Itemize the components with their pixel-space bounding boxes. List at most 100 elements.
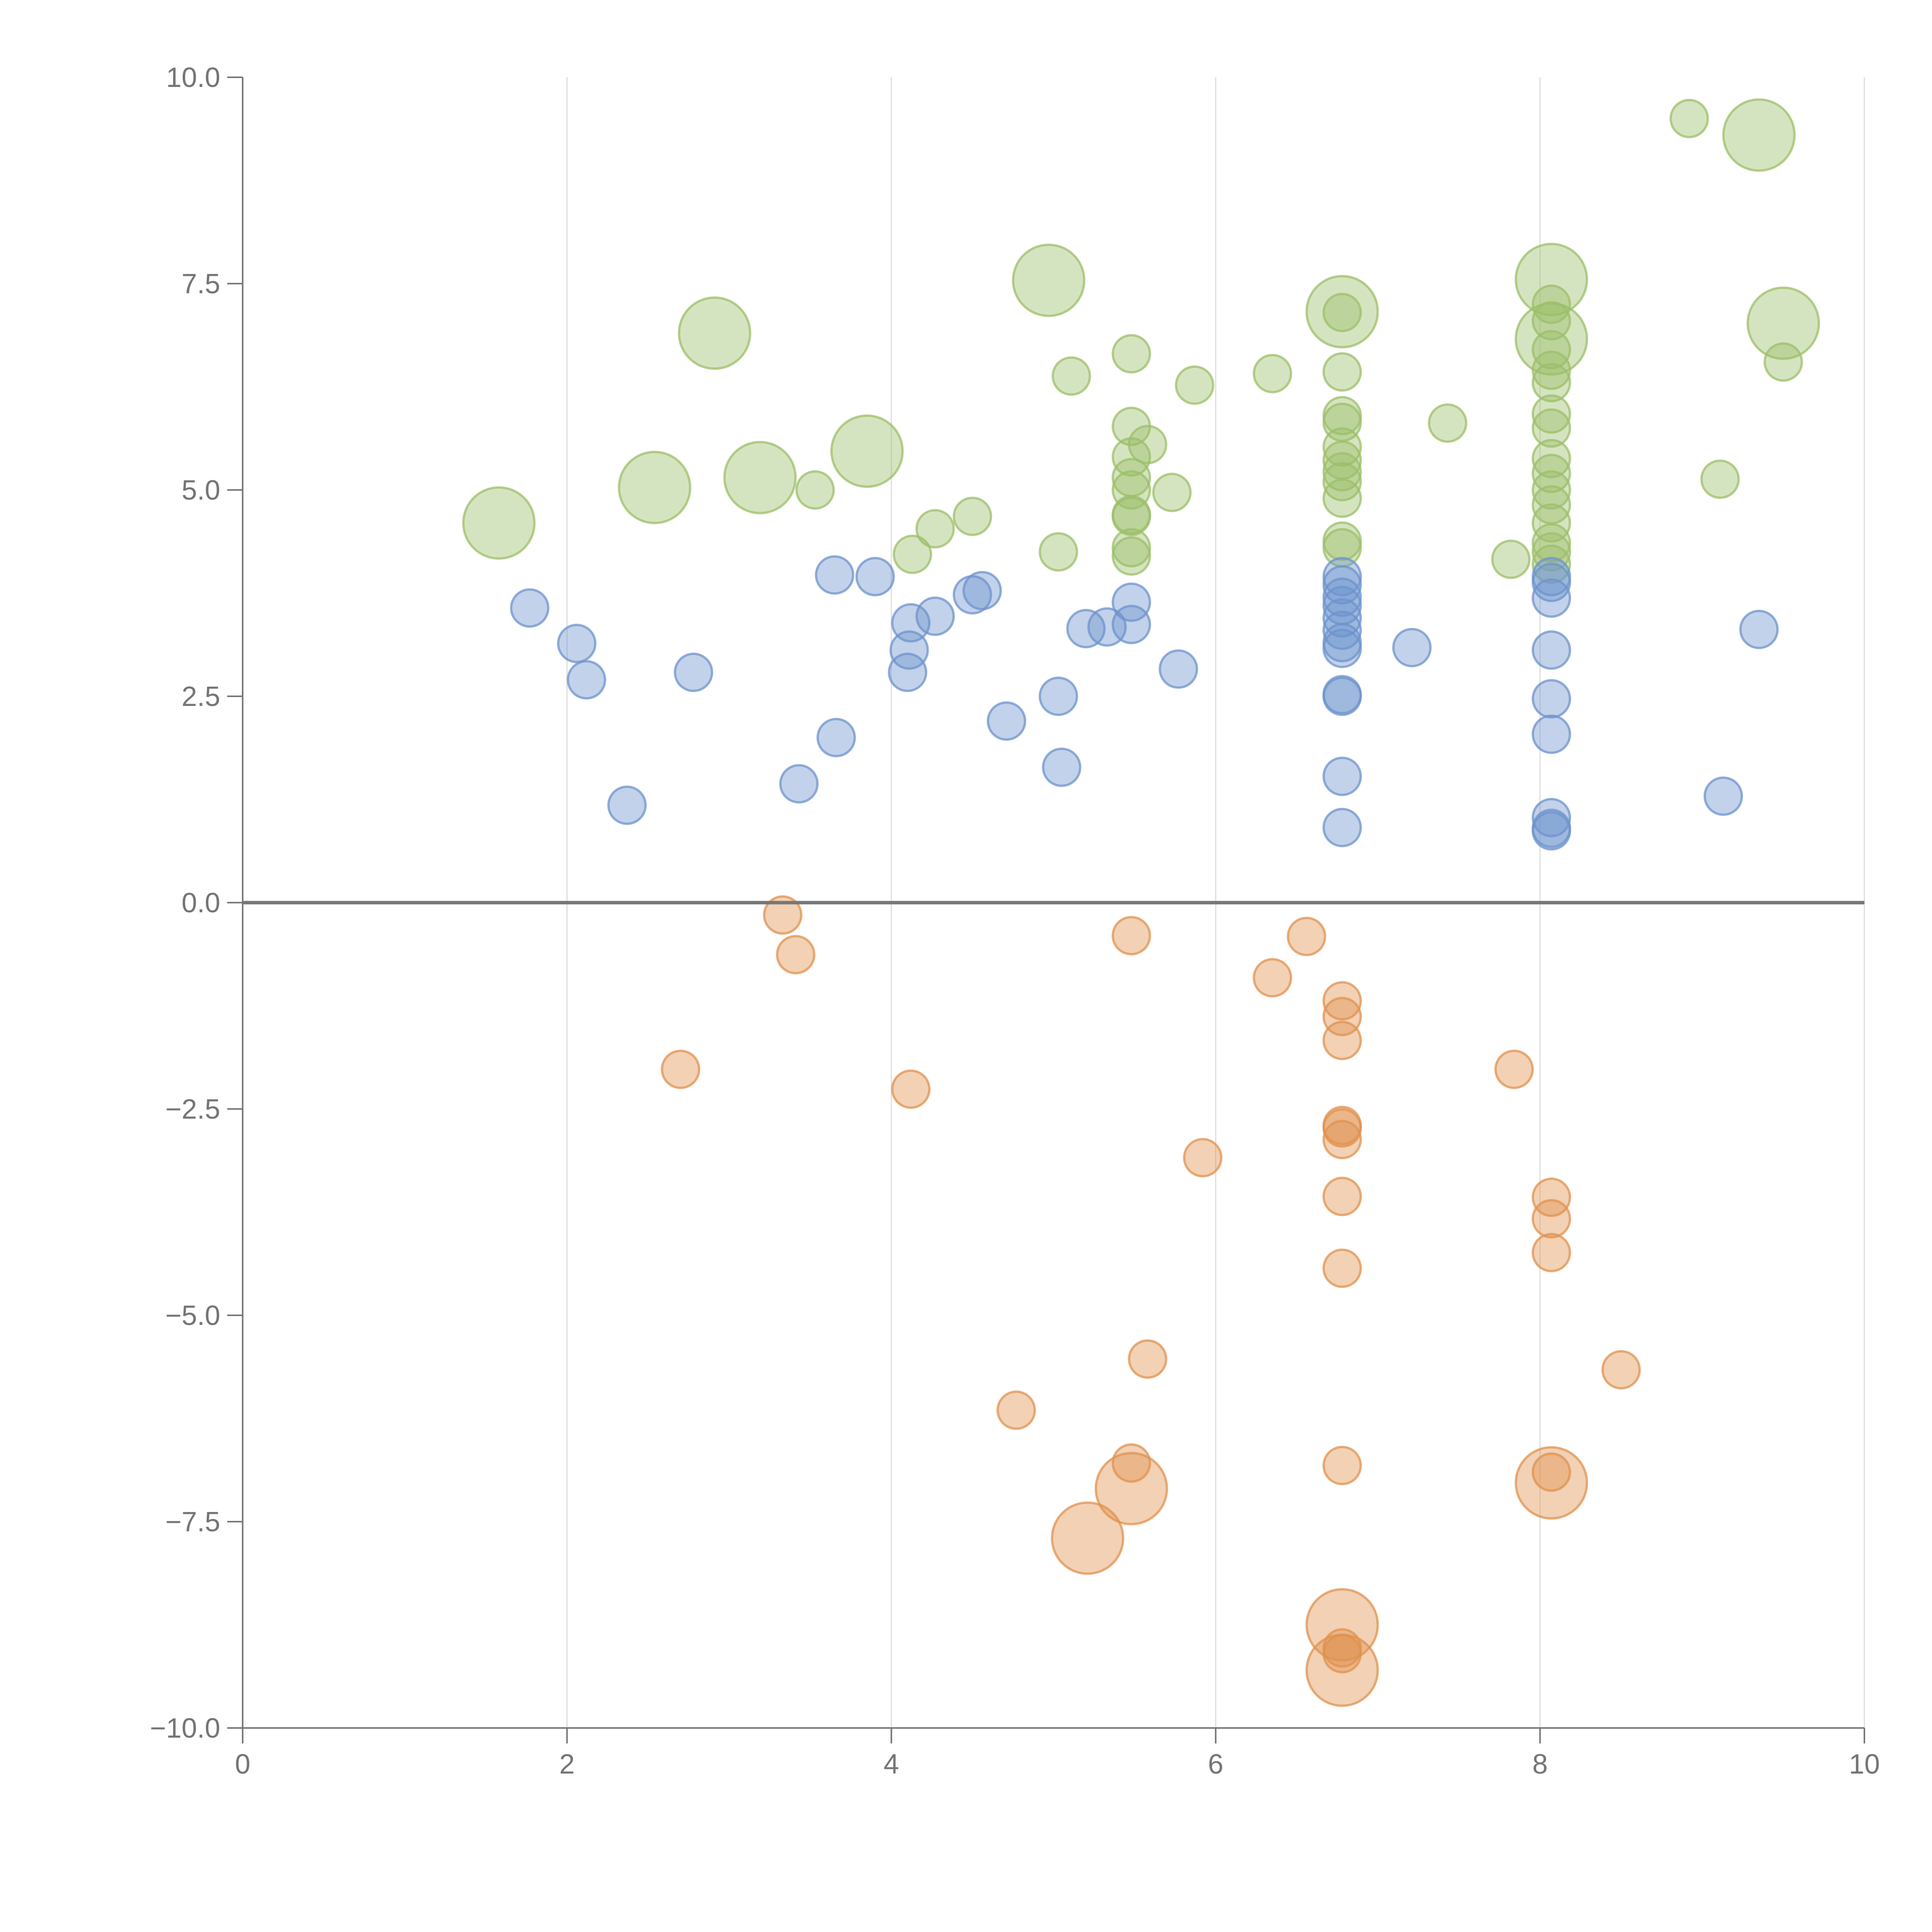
green-bubble	[1111, 334, 1151, 374]
orange-bubble	[1601, 1350, 1641, 1389]
green-bubble	[1322, 352, 1362, 392]
y-tick-label: 2.5	[182, 681, 220, 712]
axis-layer: 10.0 7.5 5.0 2.5 0.0 −2.5 −5.0 −7.5 −10.0 0 2 4 6 8 10	[150, 62, 1880, 1780]
green-bubble	[1669, 99, 1709, 138]
blue-bubble	[1531, 798, 1571, 837]
orange-bubble	[1094, 1452, 1168, 1526]
blue-bubble	[510, 588, 549, 628]
green-bubble	[1764, 342, 1803, 382]
blue-bubble	[1531, 563, 1571, 602]
orange-bubble	[996, 1390, 1036, 1430]
y-tick-label: −5.0	[165, 1300, 220, 1331]
green-bubble	[830, 414, 904, 488]
green-bubble	[1128, 425, 1167, 464]
green-bubble	[915, 509, 955, 549]
blue-bubble	[816, 718, 856, 757]
green-bubble	[723, 440, 797, 514]
green-bubble	[1531, 439, 1571, 478]
green-bubble	[1531, 523, 1571, 563]
y-tick-label: −10.0	[150, 1713, 220, 1744]
blue-bubble	[1322, 808, 1362, 847]
blue-bubble	[1322, 757, 1362, 796]
green-bubble	[1322, 462, 1362, 502]
orange-bubble	[1051, 1501, 1124, 1575]
green-bubble	[1111, 528, 1151, 568]
blue-bubble	[962, 571, 1002, 611]
green-bubble	[1305, 275, 1379, 349]
blue-bubble	[815, 555, 854, 595]
blue-bubble	[779, 764, 819, 804]
bubble-layer	[462, 98, 1820, 1707]
blue-bubble	[1531, 578, 1571, 618]
blue-bubble	[1703, 776, 1743, 816]
blue-bubble	[1531, 630, 1571, 670]
orange-bubble	[1322, 997, 1362, 1036]
orange-bubble	[1183, 1138, 1223, 1178]
blue-bubble	[566, 660, 606, 700]
orange-bubble	[1531, 1452, 1571, 1492]
y-tick-label: 0.0	[182, 888, 220, 918]
blue-bubble	[915, 596, 955, 636]
green-bubble	[1111, 437, 1151, 477]
green-bubble	[1747, 286, 1820, 360]
orange-bubble	[1305, 1588, 1379, 1662]
blue-bubble	[1322, 557, 1362, 597]
blue-bubble	[1322, 565, 1362, 605]
blue-bubble	[1158, 649, 1198, 689]
y-tick-label: −7.5	[165, 1507, 220, 1537]
blue-bubble	[1111, 582, 1151, 622]
orange-bubble	[1287, 917, 1327, 956]
blue-bubble	[1322, 629, 1362, 668]
blue-bubble	[557, 624, 597, 663]
blue-bubble	[1039, 677, 1078, 716]
blue-bubble	[673, 653, 713, 692]
x-tick-label: 0	[235, 1749, 250, 1780]
orange-bubble	[1531, 1199, 1571, 1239]
orange-bubble	[1531, 1233, 1571, 1272]
x-tick-label: 10	[1849, 1749, 1880, 1780]
green-bubble	[1531, 350, 1571, 390]
x-tick-label: 8	[1532, 1749, 1548, 1780]
green-bubble	[1039, 532, 1078, 572]
orange-bubble	[1514, 1446, 1588, 1520]
blue-bubble	[855, 557, 895, 597]
green-bubble	[1175, 365, 1214, 405]
green-bubble	[952, 497, 992, 536]
blue-bubble	[1066, 609, 1106, 648]
orange-bubble	[1111, 916, 1151, 956]
green-bubble	[893, 534, 932, 574]
orange-bubble	[1322, 1177, 1362, 1216]
green-bubble	[1531, 470, 1571, 510]
blue-bubble	[888, 653, 927, 692]
orange-bubble	[1322, 1446, 1362, 1485]
x-tick-label: 2	[559, 1749, 575, 1780]
green-bubble	[1531, 454, 1571, 493]
orange-bubble	[891, 1069, 931, 1109]
blue-bubble	[1042, 747, 1082, 787]
green-bubble	[1322, 293, 1362, 332]
orange-bubble	[1494, 1049, 1534, 1089]
x-tick-label: 4	[884, 1749, 899, 1780]
blue-bubble	[1531, 679, 1571, 719]
blue-bubble	[1392, 628, 1432, 667]
green-bubble	[1531, 408, 1571, 448]
green-bubble	[1428, 403, 1468, 443]
orange-bubble	[661, 1049, 701, 1089]
blue-bubble	[1322, 677, 1362, 716]
green-bubble	[1531, 363, 1571, 403]
orange-bubble	[763, 895, 803, 935]
y-tick-label: −2.5	[165, 1094, 220, 1125]
blue-bubble	[1739, 609, 1779, 649]
green-bubble	[1531, 330, 1571, 369]
blue-bubble	[1111, 605, 1151, 645]
orange-bubble	[1322, 1248, 1362, 1288]
blue-bubble	[1531, 714, 1571, 754]
green-bubble	[462, 486, 536, 560]
green-bubble	[1152, 473, 1192, 512]
y-tick-label: 10.0	[166, 62, 220, 93]
green-bubble	[1700, 459, 1740, 499]
orange-bubble	[776, 935, 816, 975]
blue-bubble	[607, 785, 647, 825]
green-bubble	[1531, 503, 1571, 543]
